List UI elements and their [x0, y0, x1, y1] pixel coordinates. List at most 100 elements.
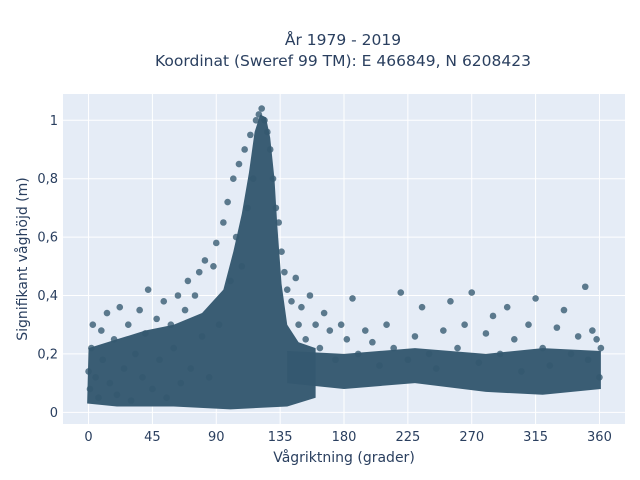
scatter-point [440, 327, 447, 334]
scatter-point [247, 131, 254, 139]
scatter-point [187, 365, 195, 372]
scatter-point [525, 321, 532, 329]
scatter-point [316, 344, 324, 352]
scatter-point [468, 289, 476, 296]
scatter-point [85, 368, 92, 375]
scatter-point [292, 274, 300, 282]
scatter-point [482, 330, 490, 337]
scatter-point [278, 248, 285, 255]
scatter-point [295, 321, 302, 329]
scatter-point [86, 385, 94, 393]
scatter-point [581, 283, 589, 291]
scatter-point [156, 356, 163, 364]
x-tick-label: 45 [144, 430, 161, 445]
scatter-point [98, 327, 105, 334]
scatter-point [144, 286, 152, 293]
y-tick-label: 1 [50, 114, 58, 129]
scatter-point [195, 268, 203, 276]
scatter-point [596, 373, 603, 381]
scatter-point [343, 336, 351, 343]
scatter-point [288, 298, 295, 305]
scatter-point [99, 356, 107, 364]
x-tick-label: 270 [459, 430, 484, 445]
x-tick-label: 225 [395, 430, 420, 445]
chart-title-line-1: År 1979 - 2019 [285, 30, 401, 49]
x-axis-ticks: 0 45 90 135 180 225 270 315 360 [84, 430, 611, 445]
scatter-point [167, 321, 175, 329]
scatter-point [177, 379, 185, 387]
scatter-point [560, 306, 568, 314]
scatter-point [275, 219, 283, 226]
scatter-point [261, 116, 268, 124]
scatter-point [227, 277, 234, 285]
y-tick-label: 0,2 [37, 347, 58, 362]
y-tick-label: 0 [50, 406, 58, 421]
x-tick-label: 0 [84, 430, 92, 445]
scatter-point [425, 350, 433, 358]
scatter-point [264, 128, 271, 136]
scatter-point [215, 321, 223, 329]
scatter-point [103, 309, 111, 317]
scatter-point [241, 146, 248, 153]
scatter-point [361, 327, 369, 334]
x-tick-label: 360 [587, 430, 612, 445]
scatter-points [85, 105, 605, 404]
scatter-point [369, 338, 376, 346]
scatter-point [255, 111, 263, 118]
scatter-point [589, 327, 596, 334]
scatter-point [181, 306, 189, 314]
scatter-point [567, 350, 575, 358]
scatter-point [404, 356, 412, 364]
scatter-point [163, 394, 170, 402]
scatter-point [201, 257, 209, 264]
scatter-point [597, 344, 605, 352]
scatter-point [332, 356, 339, 364]
x-axis-title: Vågriktning (grader) [273, 449, 415, 466]
scatter-point [120, 365, 128, 372]
scatter-point [312, 321, 319, 329]
scatter-point [354, 350, 362, 358]
scatter-point [489, 312, 497, 320]
scatter-point [149, 385, 156, 393]
scatter-point [454, 344, 461, 352]
y-axis-ticks: 0 0,2 0,4 0,6 0,8 1 [37, 114, 58, 421]
scatter-point [116, 303, 124, 311]
x-tick-label: 90 [208, 430, 225, 445]
scatter-point [238, 263, 246, 270]
scatter-point [92, 373, 99, 381]
scatter-point [272, 204, 280, 212]
scatter-point [210, 263, 217, 270]
scatter-point [306, 292, 314, 299]
scatter-point [258, 105, 265, 112]
scatter-point [174, 292, 182, 299]
scatter-point [447, 298, 454, 305]
scatter-point [170, 344, 177, 352]
scatter-point [127, 397, 135, 404]
scatter-point [89, 321, 97, 329]
x-tick-label: 180 [332, 430, 357, 445]
scatter-point [113, 391, 121, 399]
scatter-point [232, 233, 240, 241]
scatter-point [376, 362, 383, 369]
scatter-point [88, 344, 95, 352]
scatter-point [475, 359, 483, 366]
scatter-point [198, 333, 206, 340]
scatter-point [574, 333, 582, 340]
scatter-point [326, 327, 334, 334]
scatter-point [411, 333, 419, 340]
dense-cluster-band [287, 348, 601, 395]
scatter-point [390, 344, 397, 352]
scatter-point [212, 239, 220, 247]
scatter-point [191, 292, 199, 299]
y-tick-label: 0,8 [37, 172, 58, 187]
scatter-point [553, 324, 561, 331]
y-tick-label: 0,4 [37, 289, 58, 304]
scatter-point [503, 303, 511, 311]
scatter-point [349, 295, 356, 302]
scatter-point [511, 336, 518, 343]
scatter-point [153, 315, 160, 323]
scatter-point [110, 336, 118, 343]
scatter-point [298, 303, 305, 311]
scatter-point [230, 175, 237, 182]
